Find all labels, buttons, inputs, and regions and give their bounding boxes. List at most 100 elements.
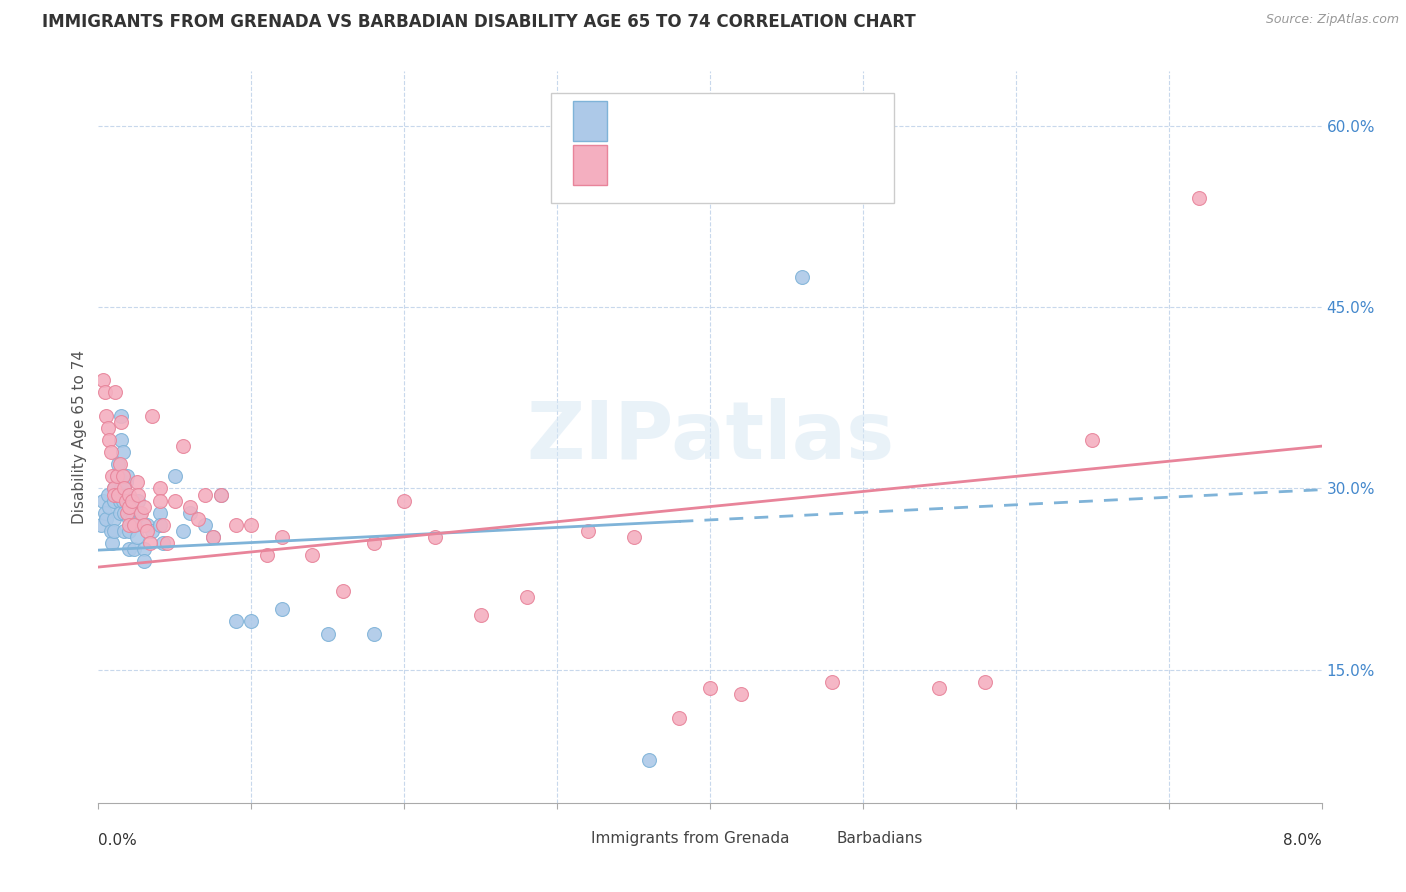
Point <box>136 524 159 538</box>
Text: N = 63: N = 63 <box>758 155 820 174</box>
Point <box>124 517 146 532</box>
Point <box>194 517 217 532</box>
Point <box>163 469 186 483</box>
Point <box>141 524 163 538</box>
Point <box>100 524 122 538</box>
Point <box>240 615 263 629</box>
Text: 0.0%: 0.0% <box>98 833 138 848</box>
Point <box>301 548 323 562</box>
Point <box>149 517 172 532</box>
Point <box>225 517 247 532</box>
Point <box>105 469 128 483</box>
Point <box>118 500 141 514</box>
Point <box>209 487 232 501</box>
Point <box>821 674 844 689</box>
Point <box>363 626 385 640</box>
Point <box>112 506 135 520</box>
Point <box>91 373 114 387</box>
Point <box>363 536 385 550</box>
Point <box>134 554 156 568</box>
Point <box>91 493 114 508</box>
Point <box>122 541 145 556</box>
Point <box>240 517 263 532</box>
Point <box>103 511 125 525</box>
Point <box>93 384 115 399</box>
Point <box>101 469 124 483</box>
Point <box>270 530 294 544</box>
Point <box>187 511 209 525</box>
Point <box>111 445 134 459</box>
Point <box>1081 433 1104 447</box>
Point <box>108 506 131 520</box>
Point <box>136 517 159 532</box>
Point <box>129 506 152 520</box>
Point <box>149 482 172 496</box>
Point <box>790 269 813 284</box>
Point <box>470 608 492 623</box>
Point <box>110 409 132 423</box>
Text: Source: ZipAtlas.com: Source: ZipAtlas.com <box>1265 13 1399 27</box>
FancyBboxPatch shape <box>551 94 894 203</box>
Point <box>118 524 141 538</box>
Point <box>111 469 134 483</box>
Point <box>103 524 125 538</box>
Point <box>100 445 122 459</box>
Point <box>98 433 121 447</box>
Point <box>101 536 124 550</box>
Point <box>163 493 186 508</box>
Point <box>134 517 156 532</box>
Text: R = 0.080: R = 0.080 <box>630 112 713 129</box>
Point <box>149 493 172 508</box>
Point <box>127 493 149 508</box>
FancyBboxPatch shape <box>796 825 827 853</box>
Point <box>256 548 278 562</box>
Point <box>121 511 143 525</box>
Y-axis label: Disability Age 65 to 74: Disability Age 65 to 74 <box>72 350 87 524</box>
Point <box>103 482 125 496</box>
Text: N = 58: N = 58 <box>758 112 820 129</box>
Point <box>202 530 225 544</box>
Point <box>110 482 132 496</box>
Point <box>115 487 138 501</box>
Point <box>637 754 661 768</box>
FancyBboxPatch shape <box>551 825 582 853</box>
Point <box>152 536 174 550</box>
Point <box>103 493 125 508</box>
Text: Immigrants from Grenada: Immigrants from Grenada <box>592 831 790 847</box>
Point <box>392 493 416 508</box>
FancyBboxPatch shape <box>574 101 607 141</box>
Point <box>108 457 131 471</box>
Point <box>118 517 141 532</box>
FancyBboxPatch shape <box>574 145 607 185</box>
Point <box>118 493 141 508</box>
Point <box>107 487 129 501</box>
Point <box>110 433 132 447</box>
Point <box>118 487 141 501</box>
Point <box>105 487 128 501</box>
Point <box>115 493 138 508</box>
Point <box>122 517 145 532</box>
Point <box>699 681 721 695</box>
Point <box>97 421 120 435</box>
Point <box>423 530 446 544</box>
Point <box>668 711 690 725</box>
Point <box>121 493 143 508</box>
Point <box>111 493 134 508</box>
Point <box>141 409 163 423</box>
Point <box>974 674 997 689</box>
Point <box>730 687 752 701</box>
Point <box>316 626 339 640</box>
Point <box>117 469 139 483</box>
Point <box>172 524 194 538</box>
Point <box>149 506 172 520</box>
Point <box>623 530 645 544</box>
Point <box>97 487 120 501</box>
Point <box>94 409 117 423</box>
Point <box>179 506 201 520</box>
Text: ZIPatlas: ZIPatlas <box>526 398 894 476</box>
Point <box>1188 191 1211 205</box>
Point <box>94 511 117 525</box>
Point <box>125 530 148 544</box>
Point <box>110 415 132 429</box>
Point <box>209 487 232 501</box>
